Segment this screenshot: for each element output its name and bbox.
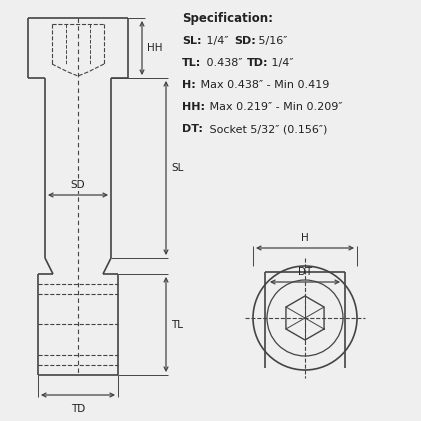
Text: TL:: TL: [182, 58, 201, 68]
Text: DT:: DT: [182, 124, 203, 134]
Text: SD:: SD: [234, 36, 256, 46]
Text: DT: DT [298, 267, 312, 277]
Text: 5/16″: 5/16″ [255, 36, 288, 46]
Text: TD:: TD: [247, 58, 269, 68]
Text: SD: SD [71, 180, 85, 190]
Text: Socket 5/32″ (0.156″): Socket 5/32″ (0.156″) [206, 124, 328, 134]
Text: TD: TD [71, 404, 85, 414]
Text: SL: SL [171, 163, 184, 173]
Text: Specification:: Specification: [182, 12, 273, 25]
Text: Max 0.438″ - Min 0.419: Max 0.438″ - Min 0.419 [197, 80, 329, 90]
Text: H:: H: [182, 80, 196, 90]
Text: HH: HH [147, 43, 163, 53]
Text: H: H [301, 233, 309, 243]
Text: SL:: SL: [182, 36, 202, 46]
Text: Max 0.219″ - Min 0.209″: Max 0.219″ - Min 0.209″ [206, 102, 343, 112]
Text: 1/4″: 1/4″ [203, 36, 232, 46]
Text: TL: TL [171, 320, 183, 330]
Text: 1/4″: 1/4″ [268, 58, 293, 68]
Text: 0.438″: 0.438″ [203, 58, 246, 68]
Text: HH:: HH: [182, 102, 205, 112]
